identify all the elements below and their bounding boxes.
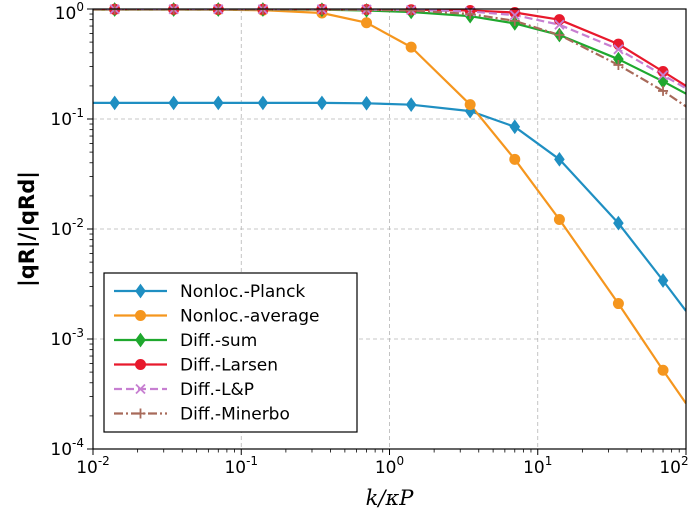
tick-label-base: 10 — [659, 458, 681, 478]
y-tick-label: 10-2 — [50, 216, 84, 240]
tick-label-exponent: -1 — [246, 454, 258, 468]
y-tick-label: 10-4 — [50, 436, 84, 460]
series-point-diff-minerbo — [613, 59, 624, 70]
tick-label-base: 10 — [50, 220, 72, 240]
x-tick-label: 10-1 — [224, 454, 258, 478]
tick-label-exponent: -2 — [72, 216, 84, 230]
legend-label-diff-l-p: Diff.-L&P — [180, 380, 254, 400]
series-point-diff-minerbo — [554, 30, 565, 41]
series-line-nonloc-planck — [93, 101, 686, 312]
legend-marker-diff-minerbo — [135, 408, 146, 419]
x-axis-title: k/κP — [366, 486, 415, 510]
tick-label-exponent: 0 — [76, 0, 84, 14]
series-point-nonloc-planck — [509, 119, 521, 135]
tick-label-exponent: -2 — [98, 454, 110, 468]
legend-marker-diff-l-p — [135, 383, 146, 395]
tick-label-exponent: -3 — [72, 326, 84, 340]
tick-label-exponent: -1 — [72, 106, 84, 120]
legend-label-nonloc-average: Nonloc.-average — [180, 307, 320, 327]
series-point-nonloc-average — [509, 153, 521, 165]
tick-label-base: 10 — [50, 440, 72, 460]
legend-label-diff-minerbo: Diff.-Minerbo — [180, 405, 290, 425]
series-point-nonloc-average — [612, 298, 624, 310]
tick-label-base: 10 — [50, 110, 72, 130]
series-point-nonloc-planck — [316, 95, 328, 111]
legend: Nonloc.-Planck Nonloc.-average Diff.-sum Di… — [103, 272, 358, 433]
legend-marker-nonloc-planck — [135, 283, 146, 299]
series-point-diff-larsen — [657, 66, 669, 78]
series-point-nonloc-planck — [657, 273, 669, 288]
y-tick-label: 100 — [55, 0, 84, 24]
series-point-nonloc-average — [464, 99, 476, 111]
series-point-nonloc-planck — [168, 95, 179, 111]
series-point-nonloc-average — [657, 364, 669, 376]
series-point-diff-larsen — [612, 38, 624, 50]
y-tick-label: 10-1 — [50, 106, 84, 130]
series-point-diff-l-p — [613, 44, 624, 55]
tick-label-base: 10 — [76, 458, 98, 478]
tick-label-exponent: 0 — [397, 454, 405, 468]
series-line-diff-l-p — [93, 9, 686, 90]
series-point-nonloc-planck — [554, 151, 565, 167]
series-point-nonloc-average — [553, 214, 565, 226]
legend-marker-diff-larsen — [135, 359, 146, 370]
series-point-nonloc-planck — [109, 95, 120, 111]
series-point-nonloc-planck — [257, 95, 269, 111]
x-axis-label: k/κP — [366, 486, 415, 510]
series-point-diff-l-p — [509, 9, 520, 21]
x-tick-label: 102 — [659, 454, 688, 478]
series-point-diff-larsen — [553, 14, 565, 26]
x-tick-label: 100 — [375, 454, 404, 478]
series-markers — [109, 2, 669, 376]
series-point-nonloc-average — [405, 41, 417, 53]
tick-label-exponent: 2 — [681, 454, 689, 468]
legend-marker-nonloc-average — [135, 310, 146, 321]
y-axis-label: |qR|/|qRd| — [15, 171, 40, 287]
x-tick-label: 10-2 — [76, 454, 110, 478]
y-axis-title: |qR|/|qRd| — [15, 171, 40, 287]
tick-label-exponent: 1 — [545, 454, 553, 468]
legend-marker-diff-sum — [135, 332, 146, 348]
series-point-diff-minerbo — [361, 4, 372, 15]
series-point-diff-minerbo — [406, 5, 417, 16]
x-tick-label: 101 — [523, 454, 552, 478]
legend-label-diff-sum: Diff.-sum — [180, 331, 257, 351]
series-point-diff-l-p — [554, 19, 565, 30]
series-point-diff-minerbo — [509, 15, 520, 26]
tick-label-base: 10 — [50, 330, 72, 350]
series-point-nonloc-planck — [405, 97, 417, 113]
series-point-diff-minerbo — [465, 9, 476, 20]
series-point-diff-minerbo — [658, 85, 669, 96]
y-tick-label: 10-3 — [50, 326, 84, 350]
legend-label-nonloc-planck: Nonloc.-Planck — [180, 282, 305, 302]
tick-label-base: 10 — [523, 458, 545, 478]
tick-label-base: 10 — [224, 458, 246, 478]
series-point-diff-l-p — [657, 70, 669, 81]
legend-label-diff-larsen: Diff.-Larsen — [180, 356, 278, 376]
series-point-nonloc-planck — [361, 95, 372, 111]
legend-box — [103, 272, 358, 433]
series-point-nonloc-average — [361, 17, 373, 29]
tick-label-base: 10 — [55, 4, 77, 24]
series-point-nonloc-planck — [212, 95, 224, 111]
tick-label-base: 10 — [375, 458, 397, 478]
tick-label-exponent: -4 — [72, 436, 84, 450]
series-point-nonloc-planck — [613, 215, 624, 231]
